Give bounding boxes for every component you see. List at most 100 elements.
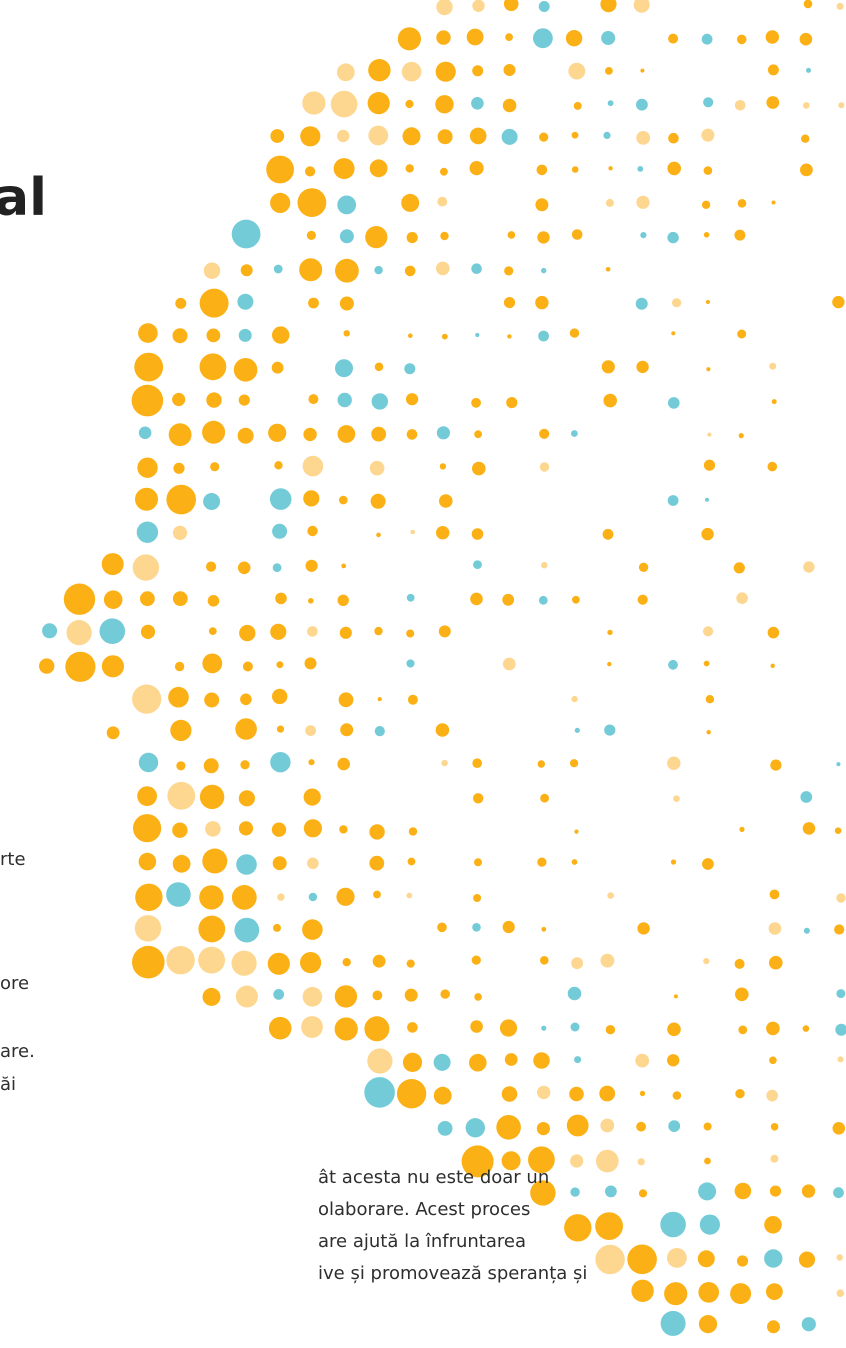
dot <box>603 394 617 408</box>
dot <box>200 353 227 380</box>
dot <box>503 921 515 933</box>
dot <box>308 759 314 765</box>
dot <box>269 1017 292 1040</box>
dot <box>272 689 287 704</box>
dot <box>640 69 644 73</box>
dot <box>239 625 255 641</box>
dot <box>702 201 710 209</box>
dot <box>199 885 223 909</box>
dot <box>338 393 352 407</box>
dot <box>338 595 349 606</box>
dot <box>341 564 346 569</box>
dot <box>735 100 746 111</box>
dot <box>667 1248 687 1268</box>
dot <box>307 626 318 637</box>
dot <box>404 363 415 374</box>
dot <box>175 298 186 309</box>
dot <box>168 687 189 708</box>
dot <box>305 657 317 669</box>
dot <box>533 28 553 48</box>
dot <box>340 723 353 736</box>
dot <box>335 259 359 283</box>
dot <box>540 794 549 803</box>
dot <box>537 165 548 176</box>
dot <box>503 658 516 671</box>
dot <box>539 429 549 439</box>
dot <box>835 827 842 834</box>
dot <box>407 232 418 243</box>
dot <box>668 133 679 144</box>
dot <box>202 849 227 874</box>
dot <box>336 888 354 906</box>
dot <box>442 334 448 340</box>
dot <box>241 264 253 276</box>
dot <box>67 620 92 645</box>
dot <box>737 330 746 339</box>
dot <box>734 562 745 573</box>
dot <box>772 399 777 404</box>
dot <box>371 427 386 442</box>
dot <box>671 859 676 864</box>
dot <box>375 363 384 372</box>
dot <box>838 1056 844 1062</box>
dot <box>339 825 347 833</box>
dot <box>440 168 448 176</box>
dot <box>374 266 382 274</box>
dot <box>569 1087 584 1102</box>
dot <box>736 592 748 604</box>
dot <box>370 159 388 177</box>
dot <box>137 786 157 806</box>
dot <box>472 923 481 932</box>
dot <box>571 696 577 702</box>
dot <box>504 0 519 11</box>
dot <box>378 697 382 701</box>
dot <box>173 463 184 474</box>
dot <box>139 427 152 440</box>
dot <box>337 758 350 771</box>
dot <box>373 891 381 899</box>
dot <box>668 660 678 670</box>
dot <box>133 814 161 842</box>
dot <box>570 1187 579 1196</box>
dot <box>730 1283 751 1304</box>
dot <box>141 625 155 639</box>
dot <box>671 331 675 335</box>
dot <box>439 625 451 637</box>
dot <box>474 993 482 1001</box>
dot <box>706 300 710 304</box>
text-fragment: are. <box>0 1040 35 1064</box>
dot <box>734 230 745 241</box>
dot <box>173 526 187 540</box>
dot <box>766 96 779 109</box>
dot <box>603 132 610 139</box>
dot <box>601 954 615 968</box>
dot <box>273 924 281 932</box>
dot <box>438 129 453 144</box>
dot <box>704 460 715 471</box>
dot <box>270 752 290 772</box>
dot <box>636 131 650 145</box>
dot <box>240 694 252 706</box>
dot <box>705 498 709 502</box>
dot <box>340 229 354 243</box>
dot <box>167 782 195 810</box>
dot <box>600 1119 614 1133</box>
dot <box>436 62 456 82</box>
dot <box>176 761 185 770</box>
dot <box>707 730 711 734</box>
dot <box>803 822 816 835</box>
dot <box>799 1252 815 1268</box>
dot <box>340 297 354 311</box>
dot <box>605 67 613 75</box>
dot <box>406 164 414 172</box>
heading: al <box>0 168 47 228</box>
text-fragment: ăi <box>0 1073 16 1097</box>
dot <box>473 793 483 803</box>
dot <box>470 128 487 145</box>
dot <box>636 1122 646 1132</box>
dot <box>503 99 517 113</box>
dot <box>836 762 840 766</box>
dot <box>209 627 217 635</box>
dot <box>837 3 844 10</box>
dot <box>172 823 187 838</box>
